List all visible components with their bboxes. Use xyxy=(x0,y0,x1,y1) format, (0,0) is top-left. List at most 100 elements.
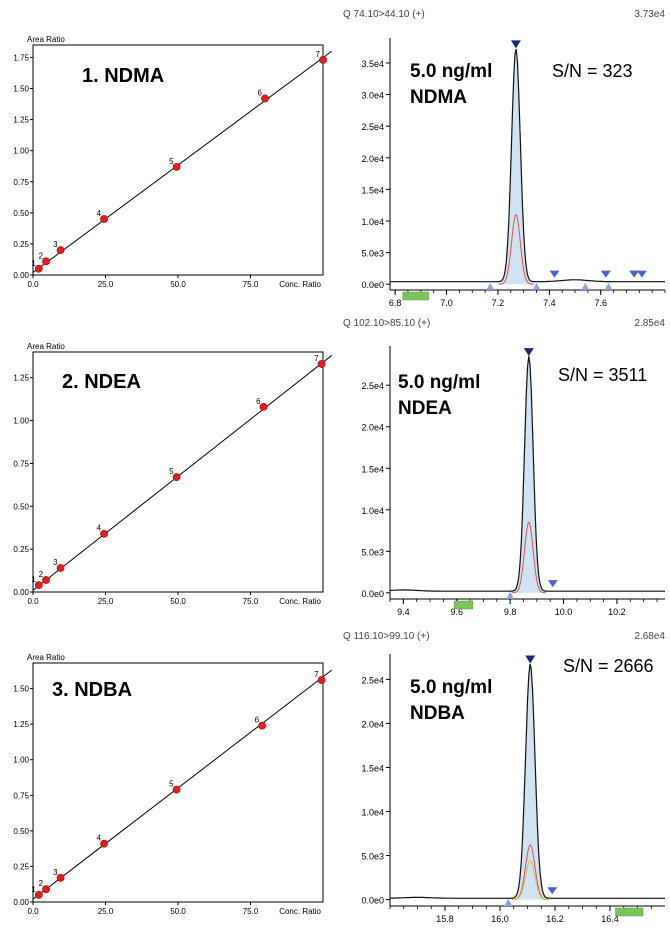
x-tick-label: 9.8 xyxy=(504,607,517,617)
y-tick-label: 0.75 xyxy=(13,791,29,800)
y-tick-label: 0.25 xyxy=(13,862,29,871)
y-tick-label: 5.0e3 xyxy=(361,852,384,862)
y-tick-label: 2.0e4 xyxy=(361,154,384,164)
trace-header: Q 74.10>44.10 (+) xyxy=(343,9,425,20)
integration-bar xyxy=(453,600,474,610)
data-point xyxy=(56,873,65,882)
peak-end-marker xyxy=(600,270,611,278)
y-tick-label: 1.50 xyxy=(13,685,29,694)
x-axis-label: Conc. Ratio xyxy=(279,907,321,916)
x-tick-label: 25.0 xyxy=(98,907,114,916)
y-tick-label: 0.0e0 xyxy=(361,280,384,290)
point-label: 5 xyxy=(169,780,174,789)
peak-start-marker xyxy=(581,283,590,290)
x-tick-label: 7.4 xyxy=(543,298,556,308)
peak-area xyxy=(498,48,534,285)
y-tick-label: 2.5e4 xyxy=(361,122,384,132)
peak-area xyxy=(511,356,546,593)
y-tick-label: 1.00 xyxy=(13,147,29,156)
y-tick-label: 0.00 xyxy=(13,271,29,280)
trace-max: 3.73e4 xyxy=(634,9,665,20)
point-label: 6 xyxy=(256,397,261,406)
y-tick-label: 1.0e4 xyxy=(361,808,384,818)
data-point xyxy=(100,215,108,223)
x-tick-label: 6.8 xyxy=(389,298,402,308)
y-tick-label: 1.00 xyxy=(13,417,29,426)
x-tick-label: 50.0 xyxy=(170,280,186,289)
trace-header: Q 102.10>85.10 (+) xyxy=(343,318,430,329)
regression-line xyxy=(32,355,333,591)
y-tick-label: 1.0e4 xyxy=(361,506,384,516)
y-tick-label: 1.25 xyxy=(13,116,29,125)
compound-label: NDBA xyxy=(410,703,465,724)
peak-end-marker xyxy=(636,270,647,278)
chromatogram-trace xyxy=(390,356,665,592)
data-point xyxy=(319,56,327,64)
y-tick-label: 0.50 xyxy=(13,502,29,511)
signal-to-noise: S/N = 323 xyxy=(552,61,633,81)
point-label: 3 xyxy=(53,558,58,567)
y-tick-label: 1.00 xyxy=(13,756,29,765)
point-label: 6 xyxy=(258,88,263,97)
peak-start-marker xyxy=(604,283,613,290)
point-label: 4 xyxy=(97,834,102,843)
x-tick-label: 75.0 xyxy=(243,597,259,606)
trace-header: Q 116.10>99.10 (+) xyxy=(343,631,430,642)
data-point xyxy=(317,676,326,684)
integration-bar xyxy=(402,291,429,301)
peak-apex-marker xyxy=(525,655,536,664)
trace-max: 2.68e4 xyxy=(634,631,665,642)
y-tick-label: 1.25 xyxy=(13,374,29,383)
y-tick-label: 1.0e4 xyxy=(361,217,384,227)
data-point xyxy=(34,890,43,899)
y-tick-label: 2.5e4 xyxy=(361,675,384,685)
peak-start-marker xyxy=(532,283,541,290)
data-point xyxy=(172,785,181,794)
trace-max: 2.85e4 xyxy=(634,318,665,329)
integration-bar xyxy=(615,907,644,917)
calibration-title: 2. NDEA xyxy=(62,371,141,393)
point-label: 6 xyxy=(255,716,260,725)
compound-label: NDMA xyxy=(410,87,467,108)
x-tick-label: 0.0 xyxy=(27,597,39,606)
qualifier-trace xyxy=(511,860,549,901)
data-point xyxy=(56,564,65,572)
data-point xyxy=(172,162,181,171)
y-tick-label: 1.5e4 xyxy=(361,763,384,773)
x-tick-label: 75.0 xyxy=(243,280,259,289)
point-label: 1 xyxy=(31,259,36,268)
y-tick-label: 1.5e4 xyxy=(361,464,384,474)
point-label: 2 xyxy=(39,251,44,260)
data-point xyxy=(42,885,50,894)
peak-end-marker xyxy=(547,580,558,588)
y-tick-label: 0.25 xyxy=(13,240,29,249)
peak-start-marker xyxy=(486,283,495,290)
x-tick-label: 25.0 xyxy=(98,597,114,606)
data-point xyxy=(261,94,269,103)
data-point xyxy=(172,473,181,482)
x-axis-label: Conc. Ratio xyxy=(279,280,321,289)
y-tick-label: 1.5e4 xyxy=(361,185,384,195)
x-tick-label: 10.2 xyxy=(608,607,626,617)
y-tick-label: 5.0e3 xyxy=(361,547,384,557)
point-label: 5 xyxy=(169,157,174,166)
peak-start-marker xyxy=(506,592,515,599)
peak-end-marker xyxy=(547,887,558,895)
point-label: 7 xyxy=(316,50,321,59)
concentration-label: 5.0 ng/ml xyxy=(410,61,492,82)
x-axis-label: Conc. Ratio xyxy=(279,597,321,606)
y-tick-label: 0.0e0 xyxy=(361,896,384,906)
calibration-title: 3. NDBA xyxy=(52,679,132,701)
data-point xyxy=(100,529,108,538)
point-label: 7 xyxy=(314,670,319,679)
x-tick-label: 0.0 xyxy=(27,280,39,289)
y-tick-label: 3.0e4 xyxy=(361,91,384,101)
y-axis-label: Area Ratio xyxy=(27,653,65,662)
y-tick-label: 1.50 xyxy=(13,85,29,94)
regression-line xyxy=(32,50,332,273)
x-tick-label: 7.2 xyxy=(492,298,505,308)
peak-apex-marker xyxy=(523,348,534,357)
y-tick-label: 1.75 xyxy=(13,53,29,62)
y-tick-label: 0.75 xyxy=(13,459,29,468)
y-axis-label: Area Ratio xyxy=(27,35,65,44)
